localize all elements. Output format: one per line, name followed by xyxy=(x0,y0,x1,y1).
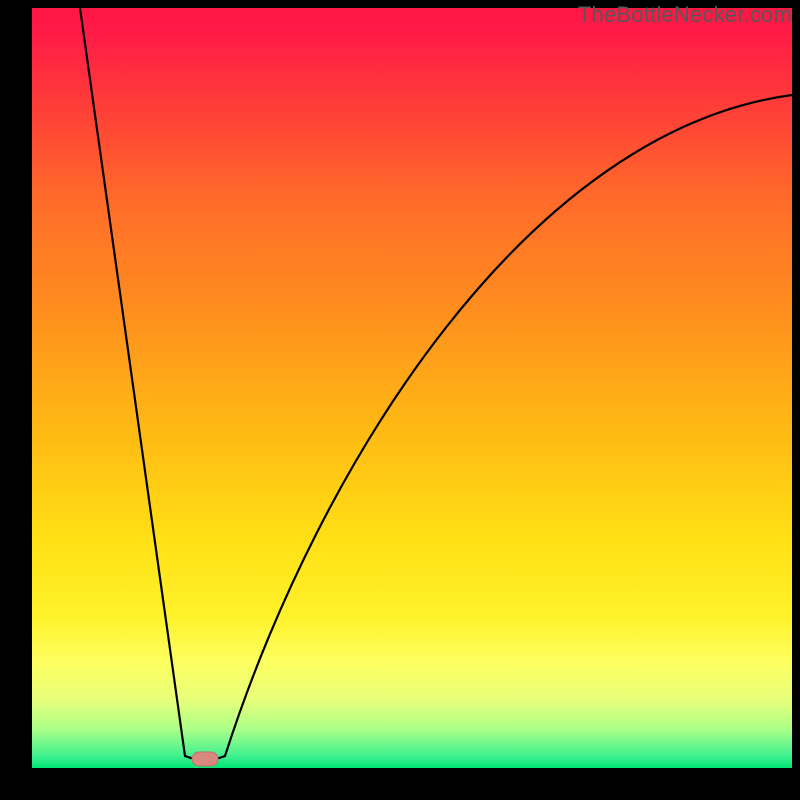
valley-marker xyxy=(192,752,218,766)
watermark-text: TheBottleNecker.com xyxy=(578,2,792,28)
chart-svg xyxy=(0,0,800,800)
chart-stage: TheBottleNecker.com xyxy=(0,0,800,800)
plot-area xyxy=(32,8,792,768)
